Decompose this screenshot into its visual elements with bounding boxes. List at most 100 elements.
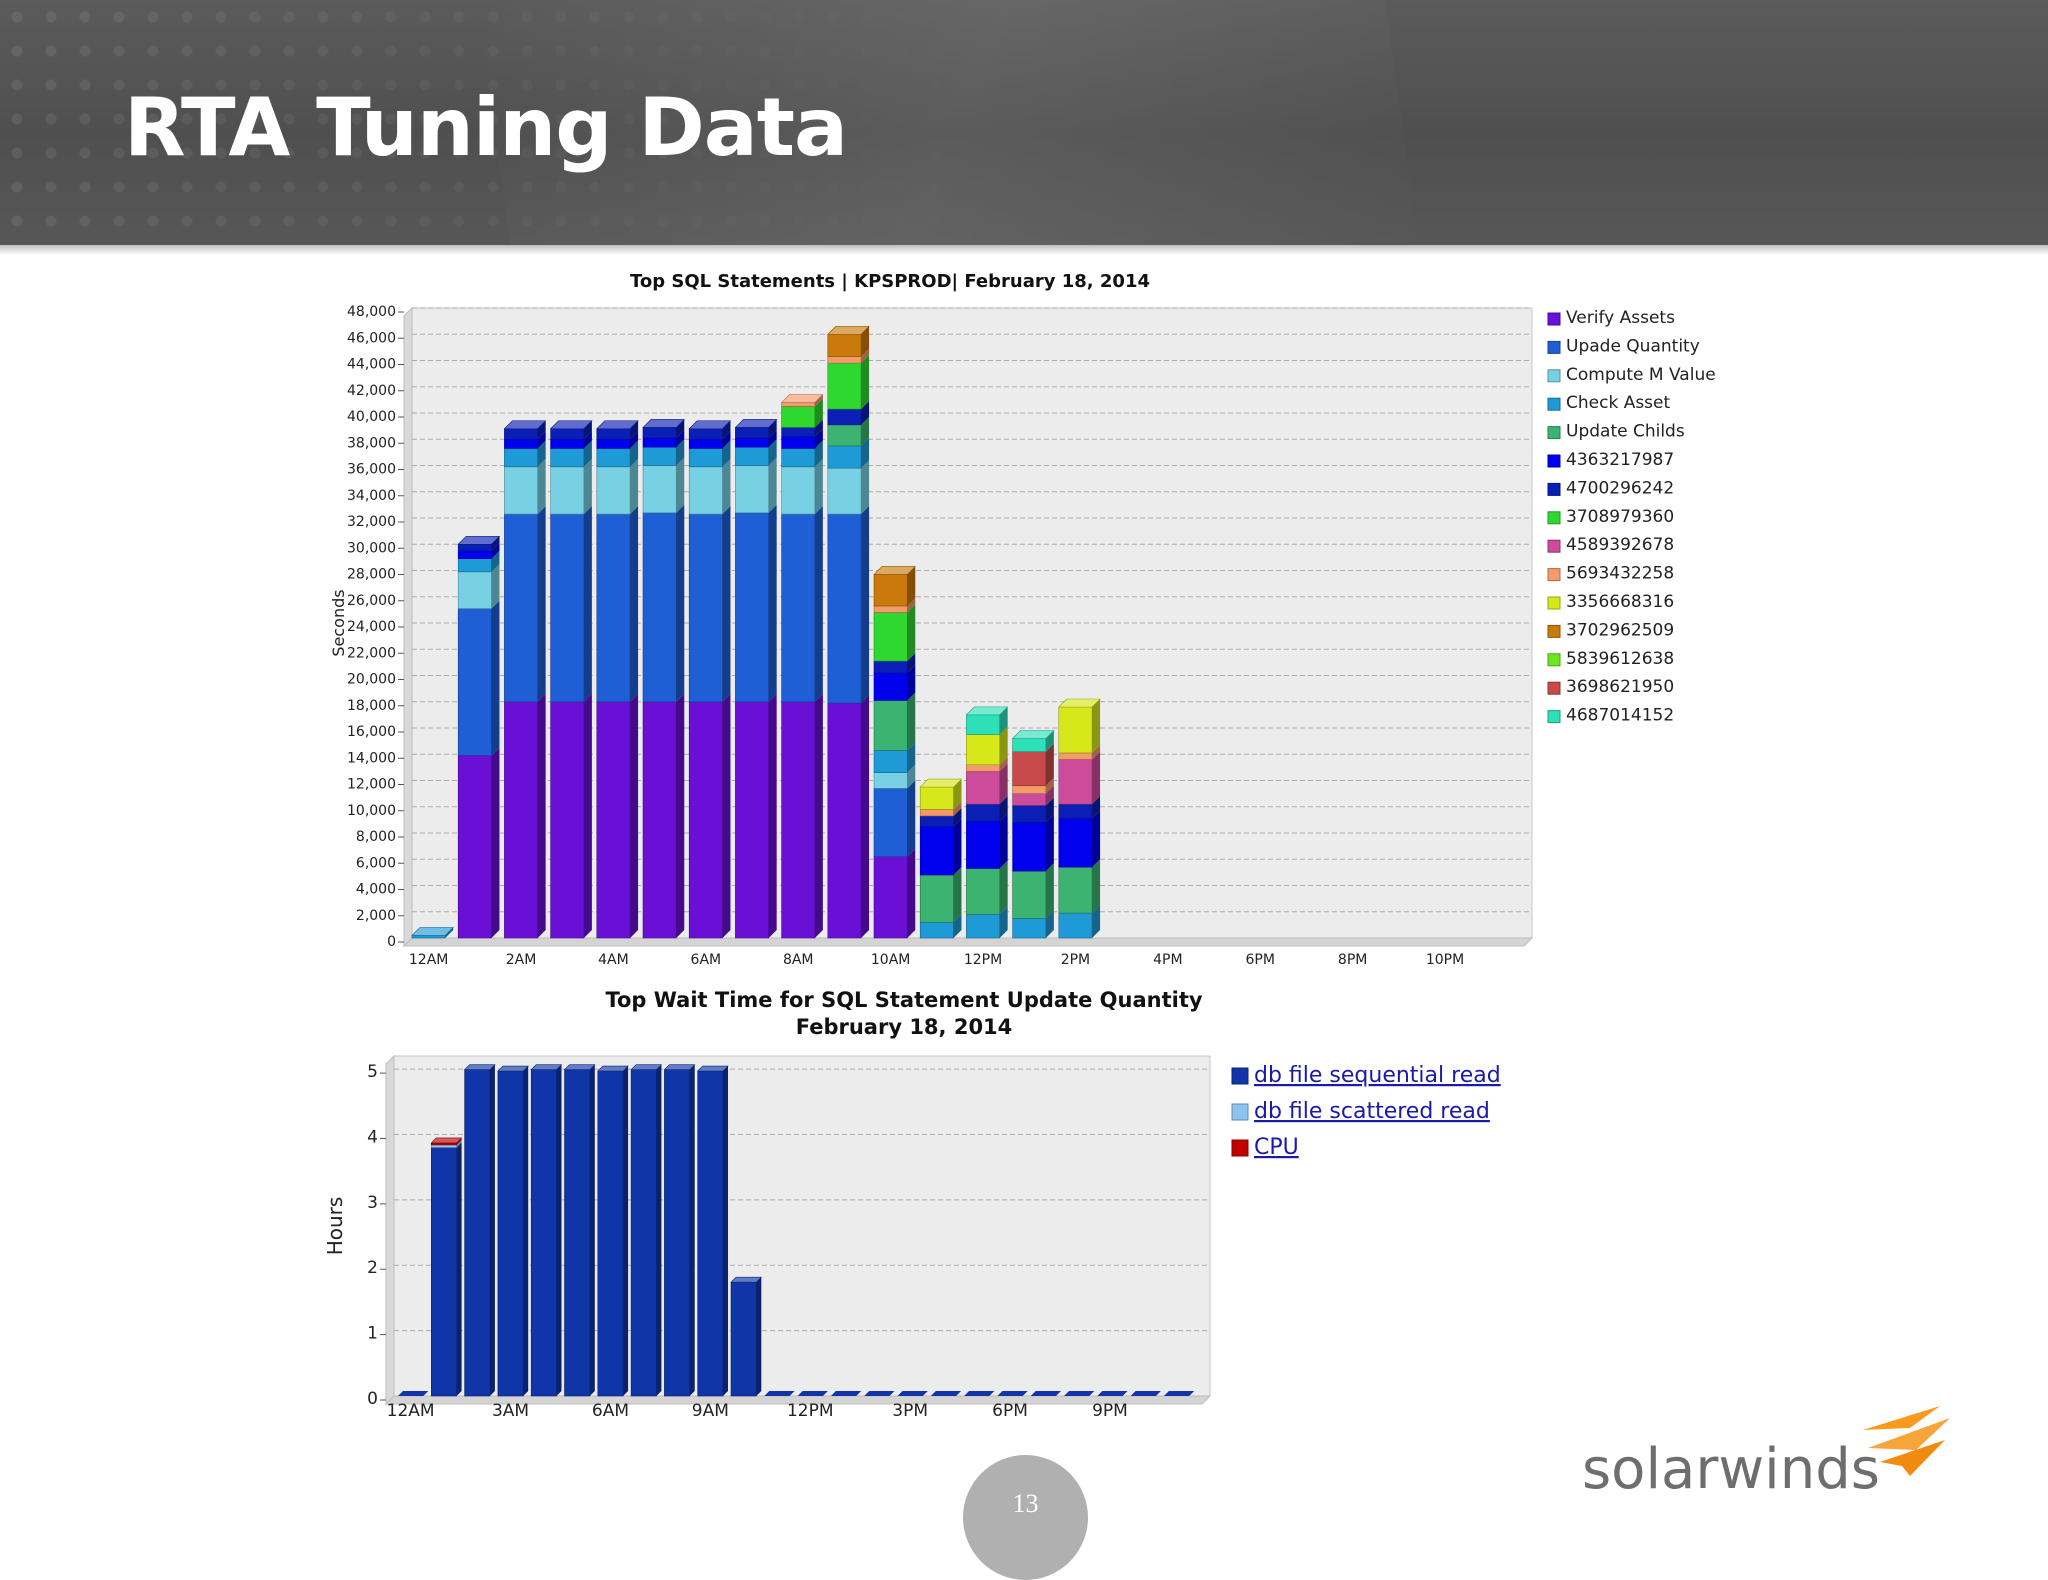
header-shadow bbox=[0, 245, 2048, 255]
bar-segment-side bbox=[861, 506, 870, 704]
x-tick-label: 2AM bbox=[506, 952, 537, 968]
bar-stack-8AM bbox=[663, 1064, 696, 1397]
bar-segment bbox=[827, 356, 862, 364]
y-tick-label: 36,000 bbox=[347, 462, 396, 478]
bar-segment-side bbox=[1045, 730, 1054, 752]
y-tick-label: 18,000 bbox=[347, 698, 396, 714]
bar-segment-side bbox=[1045, 910, 1054, 938]
legend-label-13: 3698621950 bbox=[1566, 677, 1674, 697]
legend-label-12: 5839612638 bbox=[1566, 649, 1674, 669]
bar-segment bbox=[873, 772, 908, 789]
bar-segment-side bbox=[1092, 751, 1101, 805]
bar-segment bbox=[1058, 752, 1093, 760]
top-sql-chart: Top SQL Statements | KPSPROD| February 1… bbox=[329, 271, 1716, 968]
bar-segment bbox=[504, 701, 538, 939]
bar-segment bbox=[457, 755, 492, 939]
bar-top-face bbox=[827, 325, 870, 335]
bar-segment-side bbox=[722, 693, 731, 938]
bar-segment-side bbox=[537, 693, 546, 938]
bar-segment bbox=[550, 438, 585, 449]
bar-segment-side bbox=[722, 440, 731, 467]
bar-segment bbox=[1012, 738, 1047, 752]
x-tick-label: 4AM bbox=[598, 952, 629, 968]
legend-label-2[interactable]: CPU bbox=[1254, 1135, 1299, 1160]
bar-segment-side bbox=[814, 394, 823, 407]
legend-label-4: Update Childs bbox=[1566, 422, 1685, 442]
y-tick-label: 42,000 bbox=[347, 383, 396, 399]
wait-time-chart: Top Wait Time for SQL Statement Update Q… bbox=[323, 988, 1501, 1421]
bar-stack-2PM bbox=[864, 1391, 895, 1396]
bar-segment bbox=[919, 921, 954, 939]
bar-segment bbox=[919, 826, 954, 876]
bar-segment-side bbox=[722, 506, 731, 702]
bar-segment bbox=[504, 438, 538, 449]
empty-bar-stub bbox=[797, 1391, 828, 1396]
legend-swatch bbox=[1547, 624, 1561, 638]
x-tick-label: 4PM bbox=[1153, 952, 1182, 968]
bar-top-face bbox=[965, 706, 1009, 716]
bar-segment-side bbox=[1092, 796, 1101, 819]
bar-top-face bbox=[663, 1064, 696, 1071]
bar-segment bbox=[735, 446, 769, 466]
bar-segment-side bbox=[1045, 797, 1054, 823]
bar-segment bbox=[596, 701, 631, 939]
bar-stack-10PM bbox=[1130, 1391, 1161, 1396]
bar-segment-side bbox=[1045, 777, 1054, 794]
legend-label-0[interactable]: db file sequential read bbox=[1254, 1063, 1501, 1088]
bar-segment-side bbox=[722, 458, 731, 515]
bar-segment-side bbox=[814, 398, 823, 428]
y-tick-label: 44,000 bbox=[347, 357, 396, 373]
bar-segment bbox=[735, 437, 769, 448]
bar-segment-side bbox=[953, 818, 962, 875]
bar-top-face bbox=[873, 566, 916, 575]
bar-segment-side bbox=[583, 431, 592, 449]
bar-segment-side bbox=[907, 653, 916, 673]
x-tick-label: 6PM bbox=[1246, 952, 1275, 968]
bar-segment-side bbox=[953, 807, 962, 827]
bar-segment bbox=[504, 428, 538, 440]
bar-segment-side bbox=[491, 747, 500, 938]
bar-top-face bbox=[503, 420, 547, 430]
bar-segment bbox=[966, 734, 1000, 766]
bar-segment bbox=[688, 428, 723, 440]
bar-stack-9AM bbox=[827, 325, 870, 939]
bar-segment-side bbox=[722, 431, 731, 449]
bar-segment-side bbox=[814, 419, 823, 437]
plot-side-wall bbox=[385, 1054, 395, 1406]
bar-segment-side bbox=[953, 867, 962, 923]
y-tick-label: 46,000 bbox=[347, 330, 396, 346]
bar-segment bbox=[873, 612, 908, 662]
bar-segment bbox=[873, 672, 908, 701]
legend-label-3: Check Asset bbox=[1566, 393, 1671, 413]
logo-wordmark: solarwinds bbox=[1582, 1437, 1880, 1502]
legend-label-14: 4687014152 bbox=[1566, 706, 1674, 726]
plot-floor bbox=[402, 937, 1534, 947]
bar-segment-side bbox=[583, 458, 592, 515]
bar-stack-7AM bbox=[630, 1064, 663, 1397]
legend-label-1[interactable]: db file scattered read bbox=[1254, 1099, 1490, 1124]
bar-stack-1AM bbox=[457, 535, 501, 939]
bar-segment bbox=[596, 438, 631, 449]
bar-segment-side bbox=[583, 506, 592, 702]
bar-stack-5AM bbox=[642, 419, 685, 939]
bar-segment-side bbox=[999, 706, 1008, 735]
y-axis-label: Seconds bbox=[329, 589, 348, 656]
legend-label-5: 4363217987 bbox=[1566, 450, 1674, 470]
slide-title: RTA Tuning Data bbox=[124, 81, 848, 174]
bar-segment bbox=[1058, 866, 1093, 914]
bar-segment-side bbox=[676, 693, 685, 938]
x-tick-label: 10AM bbox=[871, 952, 910, 968]
bar-segment bbox=[457, 571, 492, 609]
bar-segment-side bbox=[491, 600, 500, 756]
empty-bar-stub bbox=[1163, 1391, 1195, 1396]
bar-segment bbox=[919, 815, 954, 827]
empty-bar-stub bbox=[864, 1391, 895, 1396]
bar-segment-side bbox=[537, 431, 546, 449]
bar-segment-side bbox=[953, 801, 962, 816]
bar-segment-side bbox=[768, 439, 777, 466]
empty-bar-stub bbox=[897, 1391, 928, 1396]
bar-segment bbox=[457, 558, 492, 573]
empty-bar-stub bbox=[1097, 1391, 1128, 1396]
y-tick-label: 38,000 bbox=[347, 435, 396, 451]
bar-segment bbox=[873, 700, 908, 751]
